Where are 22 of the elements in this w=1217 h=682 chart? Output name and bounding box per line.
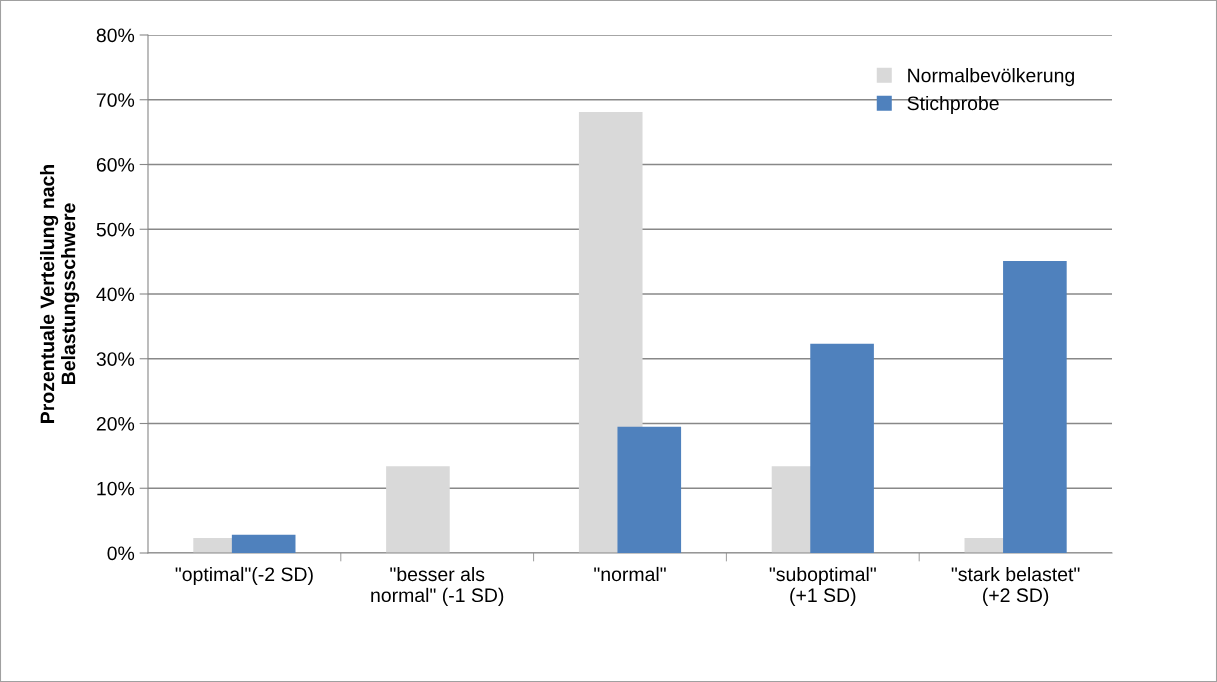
y-tick-label: 70% xyxy=(96,93,135,107)
y-axis-title: Prozentuale Verteilung nach Belastungsschwere xyxy=(39,164,80,423)
legend-label: Normalbevölkerung xyxy=(908,68,1074,87)
y-tick-label: 80% xyxy=(96,28,135,43)
y-tick-label: 40% xyxy=(96,287,135,302)
x-tick-label: "normal" xyxy=(594,566,666,582)
bar xyxy=(617,426,682,553)
bar xyxy=(1003,260,1067,553)
x-tick-label: "besser als normal" (-1 SD) xyxy=(371,566,504,606)
x-tick-label: "suboptimal" (+1 SD) xyxy=(769,566,876,606)
bar xyxy=(810,343,874,553)
legend-label: Stichprobe xyxy=(907,95,999,115)
y-tick-label: 10% xyxy=(97,481,135,496)
y-tick-label: 0% xyxy=(107,546,135,561)
y-tick-label: 20% xyxy=(96,416,135,431)
bar xyxy=(231,534,296,553)
y-tick-label: 60% xyxy=(96,157,135,172)
bar xyxy=(386,466,450,553)
y-tick-label: 50% xyxy=(96,222,135,237)
x-tick-label: "stark belastet" (+2 SD) xyxy=(951,566,1080,606)
x-tick-label: "optimal"(-2 SD) xyxy=(175,566,313,586)
y-tick-label: 30% xyxy=(96,352,135,366)
